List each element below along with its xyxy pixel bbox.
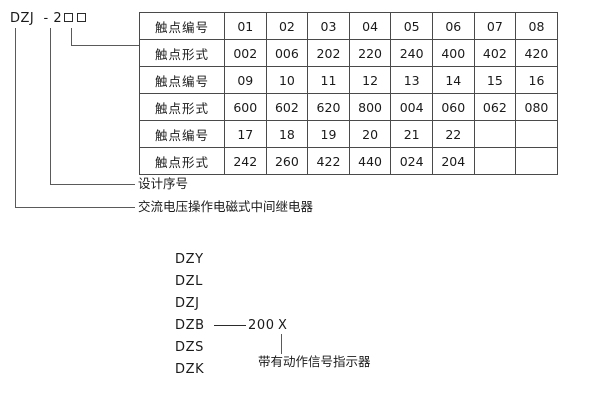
callout-design-serial-number: 设计序号 [138, 176, 189, 191]
leader-line-series-horizontal [50, 184, 135, 186]
table-cell: 202 [307, 39, 350, 67]
table-cell: 03 [307, 12, 350, 40]
table-row: 触点形式 002 006 202 220 240 400 402 420 [139, 39, 558, 67]
table-cell: 242 [224, 147, 267, 175]
leader-line-prefix-vertical [15, 28, 17, 208]
series-item-dzj: DZJ [175, 296, 200, 311]
table-row: 触点编号 01 02 03 04 05 06 07 08 [139, 12, 558, 40]
table-cell: 240 [390, 39, 433, 67]
contact-table-body: 触点编号 01 02 03 04 05 06 07 08 触点形式 002 00… [139, 12, 558, 175]
row-label: 触点编号 [139, 120, 225, 148]
model-code-dash: - [43, 11, 49, 26]
table-cell: 04 [348, 12, 392, 40]
series-connector-line [214, 325, 246, 327]
table-cell: 19 [307, 120, 350, 148]
suffix-note-label: 带有动作信号指示器 [258, 354, 371, 369]
table-cell: 15 [473, 66, 517, 94]
leader-line-boxes-vertical [71, 28, 73, 46]
model-code-spacer [34, 11, 43, 26]
table-cell: 080 [515, 93, 558, 121]
table-cell: 05 [390, 12, 433, 40]
table-row: 触点形式 242 260 422 440 024 204 [139, 147, 558, 175]
table-cell: 004 [390, 93, 433, 121]
model-code-box-1 [64, 13, 74, 22]
table-cell: 10 [265, 66, 309, 94]
series-item-dzb: DZB [175, 318, 205, 333]
series-item-dzk: DZK [175, 362, 205, 377]
row-label: 触点形式 [139, 93, 225, 121]
model-code-series: 2 [53, 11, 63, 26]
table-cell: 13 [390, 66, 433, 94]
table-cell-empty [515, 120, 558, 148]
leader-line-boxes-horizontal [71, 45, 139, 47]
table-cell: 002 [224, 39, 267, 67]
table-cell: 620 [307, 93, 350, 121]
row-label: 触点形式 [139, 39, 225, 67]
table-cell: 402 [473, 39, 517, 67]
table-row: 触点编号 17 18 19 20 21 22 [139, 120, 558, 148]
table-cell-empty [515, 147, 558, 175]
table-cell: 16 [515, 66, 558, 94]
row-label: 触点编号 [139, 66, 225, 94]
table-cell: 420 [515, 39, 558, 67]
model-code-prefix: DZJ [10, 11, 35, 26]
table-cell: 800 [348, 93, 392, 121]
table-cell: 09 [224, 66, 267, 94]
table-cell: 07 [473, 12, 517, 40]
table-cell: 062 [473, 93, 517, 121]
table-cell: 08 [515, 12, 558, 40]
series-item-dzl: DZL [175, 274, 203, 289]
callout-relay-description: 交流电压操作电磁式中间继电器 [138, 199, 314, 214]
series-number: 200 [248, 318, 275, 333]
table-cell: 14 [431, 66, 475, 94]
table-cell: 602 [265, 93, 309, 121]
table-cell: 18 [265, 120, 309, 148]
row-label: 触点形式 [139, 147, 225, 175]
row-label: 触点编号 [139, 12, 225, 40]
table-row: 触点形式 600 602 620 800 004 060 062 080 [139, 93, 558, 121]
table-cell: 400 [431, 39, 475, 67]
leader-line-suffix-vertical [281, 334, 283, 354]
leader-line-prefix-horizontal [15, 207, 135, 209]
table-cell: 21 [390, 120, 433, 148]
table-cell: 440 [348, 147, 392, 175]
table-cell: 06 [431, 12, 475, 40]
table-cell: 12 [348, 66, 392, 94]
table-cell: 006 [265, 39, 309, 67]
series-item-dzy: DZY [175, 252, 204, 267]
table-cell: 22 [431, 120, 475, 148]
contact-specification-table: 触点编号 01 02 03 04 05 06 07 08 触点形式 002 00… [139, 12, 558, 175]
model-code-box-2 [77, 13, 87, 22]
table-row: 触点编号 09 10 11 12 13 14 15 16 [139, 66, 558, 94]
table-cell: 17 [224, 120, 267, 148]
table-cell: 20 [348, 120, 392, 148]
table-cell: 024 [390, 147, 433, 175]
series-suffix-code: X [278, 318, 287, 333]
table-cell: 02 [265, 12, 309, 40]
table-cell-empty [473, 147, 517, 175]
series-item-dzs: DZS [175, 340, 204, 355]
table-cell: 01 [224, 12, 267, 40]
table-cell: 600 [224, 93, 267, 121]
table-cell: 204 [431, 147, 475, 175]
leader-line-series-vertical [50, 28, 52, 185]
table-cell: 060 [431, 93, 475, 121]
table-cell-empty [473, 120, 517, 148]
table-cell: 422 [307, 147, 350, 175]
table-cell: 260 [265, 147, 309, 175]
table-cell: 220 [348, 39, 392, 67]
model-code-header: DZJ - 2 [10, 11, 88, 26]
table-cell: 11 [307, 66, 350, 94]
